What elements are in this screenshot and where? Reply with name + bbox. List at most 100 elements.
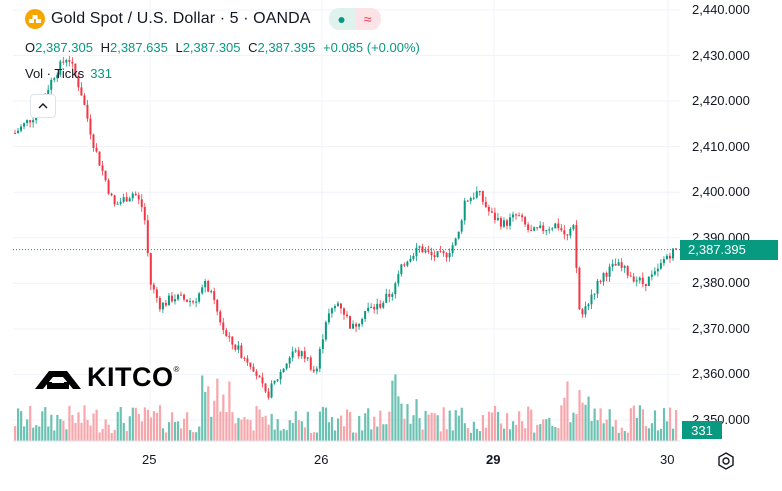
change-value: +0.085 (+0.00%) <box>323 40 420 55</box>
candle-body <box>170 295 173 302</box>
volume-bar <box>131 407 134 441</box>
candle-body <box>98 151 101 166</box>
candles <box>14 55 677 400</box>
price-axis-tick: 2,430.000 <box>692 47 750 63</box>
candle-body <box>267 391 270 398</box>
symbol-legend[interactable]: Gold Spot / U.S. Dollar · 5 · OANDA ● ≈ <box>25 8 381 30</box>
volume-bar <box>32 427 35 441</box>
volume-bar <box>367 408 370 441</box>
candle-body <box>397 274 400 284</box>
volume-bar <box>382 424 385 441</box>
volume-bar <box>315 432 319 441</box>
volume-bar <box>659 428 663 441</box>
volume-legend[interactable]: Vol · Ticks 331 <box>25 66 112 81</box>
market-status-pill[interactable]: ● ≈ <box>328 8 381 30</box>
volume-bar <box>119 406 122 441</box>
volume-bar <box>593 408 596 441</box>
candle-body <box>460 220 463 232</box>
price-axis-tick: 2,410.000 <box>692 138 750 154</box>
candle-body <box>176 294 179 300</box>
volume-bars <box>14 374 678 441</box>
volume-bar <box>306 411 309 441</box>
candle-body <box>418 246 421 248</box>
candle-body <box>508 217 511 226</box>
candle-body <box>650 274 653 277</box>
candle-body <box>173 299 176 302</box>
candle-body <box>243 357 246 359</box>
symbol-title[interactable]: Gold Spot / U.S. Dollar · 5 · OANDA <box>51 10 311 27</box>
volume-bar <box>146 409 150 441</box>
volume-bar <box>246 419 249 441</box>
volume-bar <box>599 408 602 441</box>
candle-body <box>490 211 493 213</box>
volume-bar <box>207 386 210 441</box>
candle-body <box>647 276 650 287</box>
candle-body <box>536 227 539 229</box>
price-axis-tick: 2,380.000 <box>692 275 750 291</box>
volume-bar <box>276 419 279 441</box>
candle-body <box>575 225 578 268</box>
settings-icon[interactable] <box>716 451 736 471</box>
volume-bar <box>502 428 506 441</box>
candle-body <box>80 87 83 96</box>
volume-bar <box>167 422 171 441</box>
candle-body <box>569 228 572 236</box>
candle-body <box>671 248 674 259</box>
volume-bar <box>47 426 50 441</box>
candle-body <box>137 195 140 200</box>
volume-bar <box>71 415 74 441</box>
volume-bar <box>400 403 403 441</box>
candle-body <box>264 383 267 392</box>
volume-bar <box>442 407 445 441</box>
volume-tag: 331 <box>682 421 722 439</box>
volume-bar <box>388 411 391 441</box>
candle-body <box>370 306 373 308</box>
volume-bar <box>433 413 436 441</box>
volume-bar <box>252 430 255 441</box>
candle-body <box>623 266 626 268</box>
candle-body <box>358 324 361 327</box>
candle-body <box>515 214 518 216</box>
volume-bar <box>140 421 143 441</box>
volume-bar <box>584 404 587 441</box>
candle-body <box>596 280 599 294</box>
volume-bar <box>56 414 59 441</box>
volume-bar <box>454 410 457 441</box>
candle-body <box>297 350 300 357</box>
volume-bar <box>74 422 77 441</box>
volume-bar <box>98 432 101 441</box>
candle-body <box>530 229 533 231</box>
candle-body <box>463 200 466 221</box>
candle-body <box>602 272 605 282</box>
candle-body <box>584 306 587 315</box>
volume-bar <box>629 408 632 441</box>
volume-bar <box>484 427 488 441</box>
volume-bar <box>560 405 563 441</box>
volume-bar <box>545 419 548 441</box>
volume-bar <box>662 408 666 441</box>
volume-bar <box>110 432 113 441</box>
candle-body <box>300 351 303 357</box>
volume-bar <box>152 411 156 441</box>
candle-body <box>240 345 243 358</box>
candle-body <box>527 224 530 230</box>
candle-body <box>189 301 192 303</box>
volume-bar <box>201 375 204 441</box>
volume-bar <box>336 418 340 441</box>
volume-bar <box>472 421 475 441</box>
candle-body <box>65 60 68 63</box>
candle-body <box>638 277 641 281</box>
market-open-indicator: ● <box>328 8 355 30</box>
collapse-legend-button[interactable] <box>30 94 56 118</box>
volume-bar <box>137 414 140 441</box>
volume-bar <box>282 428 285 441</box>
candle-body <box>204 280 207 288</box>
candle-body <box>466 200 469 202</box>
low-label: L <box>175 40 183 55</box>
candle-body <box>442 251 445 254</box>
volume-bar <box>587 396 590 441</box>
volume-bar <box>285 430 288 441</box>
candle-body <box>572 225 575 229</box>
